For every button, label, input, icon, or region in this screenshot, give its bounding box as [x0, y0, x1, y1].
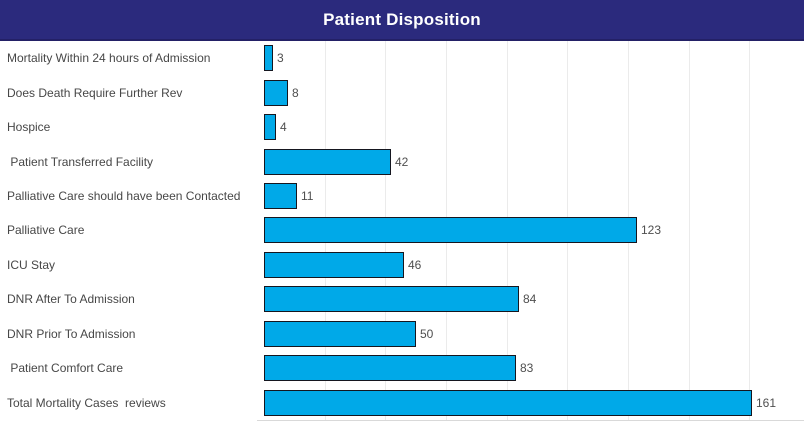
category-label: Total Mortality Cases reviews — [7, 395, 166, 410]
category-label: Patient Comfort Care — [7, 361, 124, 376]
dashboard-header: Patient Disposition — [0, 0, 804, 41]
value-label: 8 — [292, 85, 299, 100]
bar-row: Patient Transferred Facility 42 — [0, 144, 804, 178]
bar-track: 46 — [264, 248, 804, 282]
bar-row: ICU Stay 46 — [0, 248, 804, 282]
value-label: 50 — [420, 326, 434, 341]
bar-rows: Mortality Within 24 hours of Admission 3… — [0, 41, 804, 420]
bar[interactable] — [264, 148, 391, 175]
bar-track: 42 — [264, 144, 804, 178]
bar-row: Patient Comfort Care 83 — [0, 351, 804, 385]
bar[interactable] — [264, 114, 276, 141]
category-label: ICU Stay — [7, 257, 56, 272]
bar[interactable] — [264, 217, 637, 244]
value-label: 4 — [280, 120, 287, 135]
bar-row: Does Death Require Further Rev 8 — [0, 75, 804, 109]
bar-row: Total Mortality Cases reviews 161 — [0, 386, 804, 420]
value-label: 11 — [301, 189, 314, 204]
bar[interactable] — [264, 320, 416, 347]
value-label: 83 — [520, 361, 534, 376]
bar[interactable] — [264, 286, 519, 313]
bar-row: DNR Prior To Admission 50 — [0, 317, 804, 351]
category-label: Palliative Care — [7, 223, 85, 238]
bar[interactable] — [264, 79, 288, 106]
bar-row: Mortality Within 24 hours of Admission 3 — [0, 41, 804, 75]
value-label: 161 — [756, 395, 777, 410]
value-label: 42 — [395, 154, 409, 169]
bar-track: 84 — [264, 282, 804, 316]
bar[interactable] — [264, 355, 516, 382]
category-label: DNR Prior To Admission — [7, 326, 136, 341]
value-label: 46 — [408, 257, 422, 272]
category-label: Mortality Within 24 hours of Admission — [7, 51, 211, 66]
bar-track: 161 — [264, 386, 804, 420]
value-label: 84 — [523, 292, 537, 307]
bar-track: 123 — [264, 213, 804, 247]
category-label: DNR After To Admission — [7, 292, 135, 307]
bar-track: 83 — [264, 351, 804, 385]
category-label: Does Death Require Further Rev — [7, 85, 183, 100]
value-label: 123 — [641, 223, 662, 238]
x-axis-line — [257, 420, 804, 421]
bar-row: DNR After To Admission 84 — [0, 282, 804, 316]
bar[interactable] — [264, 45, 273, 72]
bar-track: 3 — [264, 41, 804, 75]
bar-chart: Mortality Within 24 hours of Admission 3… — [0, 41, 804, 423]
category-label: Hospice — [7, 120, 51, 135]
page-title: Patient Disposition — [323, 9, 481, 29]
bar-track: 11 — [264, 179, 804, 213]
bar-row: Palliative Care 123 — [0, 213, 804, 247]
bar-row: Palliative Care should have been Contact… — [0, 179, 804, 213]
bar-track: 50 — [264, 317, 804, 351]
category-label: Palliative Care should have been Contact… — [7, 189, 241, 204]
bar-track: 4 — [264, 110, 804, 144]
bar[interactable] — [264, 251, 404, 278]
bar-track: 8 — [264, 75, 804, 109]
bar-row: Hospice 4 — [0, 110, 804, 144]
value-label: 3 — [277, 51, 284, 66]
bar[interactable] — [264, 183, 297, 210]
category-label: Patient Transferred Facility — [7, 154, 154, 169]
bar[interactable] — [264, 389, 752, 416]
